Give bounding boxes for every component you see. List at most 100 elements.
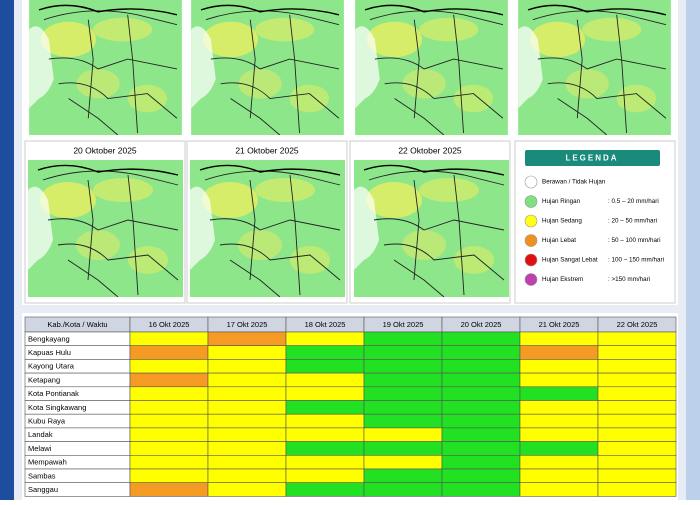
legend-range: : >150 mm/hari: [608, 276, 650, 283]
forecast-cell: [285, 454, 365, 470]
forecast-cell: [363, 372, 443, 388]
row-label: Ketapang: [28, 375, 60, 384]
forecast-cell: [597, 400, 677, 415]
row-label: Bengkayang: [28, 334, 70, 343]
forecast-cell: [597, 372, 677, 388]
forecast-cell: [129, 454, 209, 470]
forecast-cell: [597, 331, 677, 346]
side-stripe: [0, 0, 14, 500]
forecast-cell: [207, 400, 287, 415]
legend-range: : 20 – 50 mm/hari: [608, 218, 657, 225]
map: [354, 0, 509, 135]
forecast-cell: [207, 413, 287, 429]
forecast-cell: [285, 331, 365, 346]
forecast-cell: [441, 372, 521, 388]
forecast-cell: [597, 413, 677, 429]
forecast-cell: [363, 400, 443, 415]
row-label: Kubu Raya: [28, 417, 66, 426]
forecast-cell: [519, 413, 599, 429]
forecast-cell: [597, 468, 677, 483]
legend-label: Hujan Ringan: [542, 198, 581, 205]
forecast-cell: [363, 359, 443, 374]
header-label: 16 Okt 2025: [149, 320, 190, 329]
forecast-cell: [597, 441, 677, 456]
map-title: 22 Oktober 2025: [398, 145, 462, 155]
forecast-cell: [519, 454, 599, 470]
legend-label: Hujan Lebat: [542, 237, 576, 244]
forecast-cell: [129, 372, 209, 388]
header-label: 17 Okt 2025: [227, 320, 268, 329]
map: [190, 0, 345, 135]
map: [517, 0, 672, 135]
forecast-cell: [597, 359, 677, 374]
row-label: Melawi: [28, 444, 52, 453]
forecast-cell: [129, 345, 209, 360]
legend: LEGENDA Berawan / Tidak Hujan Hujan Ringa…: [514, 140, 676, 304]
forecast-cell: [363, 331, 443, 346]
forecast-cell: [129, 413, 209, 429]
forecast-cell: [519, 359, 599, 374]
forecast-cell: [519, 400, 599, 415]
legend-range: : 50 – 100 mm/hari: [608, 237, 661, 244]
forecast-cell: [129, 400, 209, 415]
forecast-cell: [441, 454, 521, 470]
forecast-cell: [441, 345, 521, 360]
forecast-cell: [441, 331, 521, 346]
legend-swatch: [524, 253, 538, 267]
header-label: 20 Okt 2025: [461, 320, 502, 329]
forecast-cell: [207, 454, 287, 470]
forecast-cell: [597, 386, 677, 401]
forecast-cell: [441, 482, 521, 497]
legend-range: : 100 – 150 mm/hari: [608, 257, 664, 264]
map: [354, 160, 509, 297]
forecast-cell: [285, 482, 365, 497]
forecast-cell: [441, 359, 521, 374]
legend-label: Hujan Sangat Lebat: [542, 257, 598, 264]
header-label: 18 Okt 2025: [305, 320, 346, 329]
forecast-cell: [207, 372, 287, 388]
forecast-cell: [519, 331, 599, 346]
row-label: Sanggau: [28, 485, 58, 494]
forecast-cell: [363, 468, 443, 483]
forecast-cell: [129, 468, 209, 483]
forecast-cell: [597, 345, 677, 360]
forecast-cell: [285, 400, 365, 415]
forecast-cell: [441, 413, 521, 429]
forecast-cell: [129, 331, 209, 346]
legend-swatch: [524, 214, 538, 228]
forecast-cell: [441, 427, 521, 442]
forecast-cell: [285, 441, 365, 456]
forecast-cell: [441, 468, 521, 483]
forecast-cell: [285, 359, 365, 374]
row-label: Kapuas Hulu: [28, 348, 71, 357]
forecast-cell: [519, 372, 599, 388]
header-label: 21 Okt 2025: [539, 320, 580, 329]
forecast-cell: [207, 441, 287, 456]
forecast-cell: [285, 427, 365, 442]
map-title: 20 Oktober 2025: [73, 145, 137, 155]
forecast-cell: [285, 386, 365, 401]
forecast-cell: [129, 359, 209, 374]
forecast-cell: [129, 441, 209, 456]
legend-label: Hujan Ekstrem: [542, 276, 583, 283]
row-label: Kota Pontianak: [28, 389, 79, 398]
row-label: Sambas: [28, 471, 56, 480]
forecast-cell: [363, 441, 443, 456]
legend-header: [525, 150, 660, 166]
forecast-cell: [519, 441, 599, 456]
map-frame: [349, 140, 511, 304]
legend-swatch: [524, 175, 538, 189]
forecast-cell: [363, 427, 443, 442]
forecast-cell: [207, 331, 287, 346]
header-label: Kab./Kota / Waktu: [47, 320, 107, 329]
forecast-cell: [363, 345, 443, 360]
legend-swatch: [524, 273, 538, 286]
row-label: Mempawah: [28, 458, 67, 467]
forecast-cell: [285, 468, 365, 483]
forecast-cell: [441, 386, 521, 401]
forecast-cell: [207, 359, 287, 374]
side-stripe: [686, 0, 700, 500]
forecast-cell: [207, 427, 287, 442]
forecast-cell: [285, 372, 365, 388]
